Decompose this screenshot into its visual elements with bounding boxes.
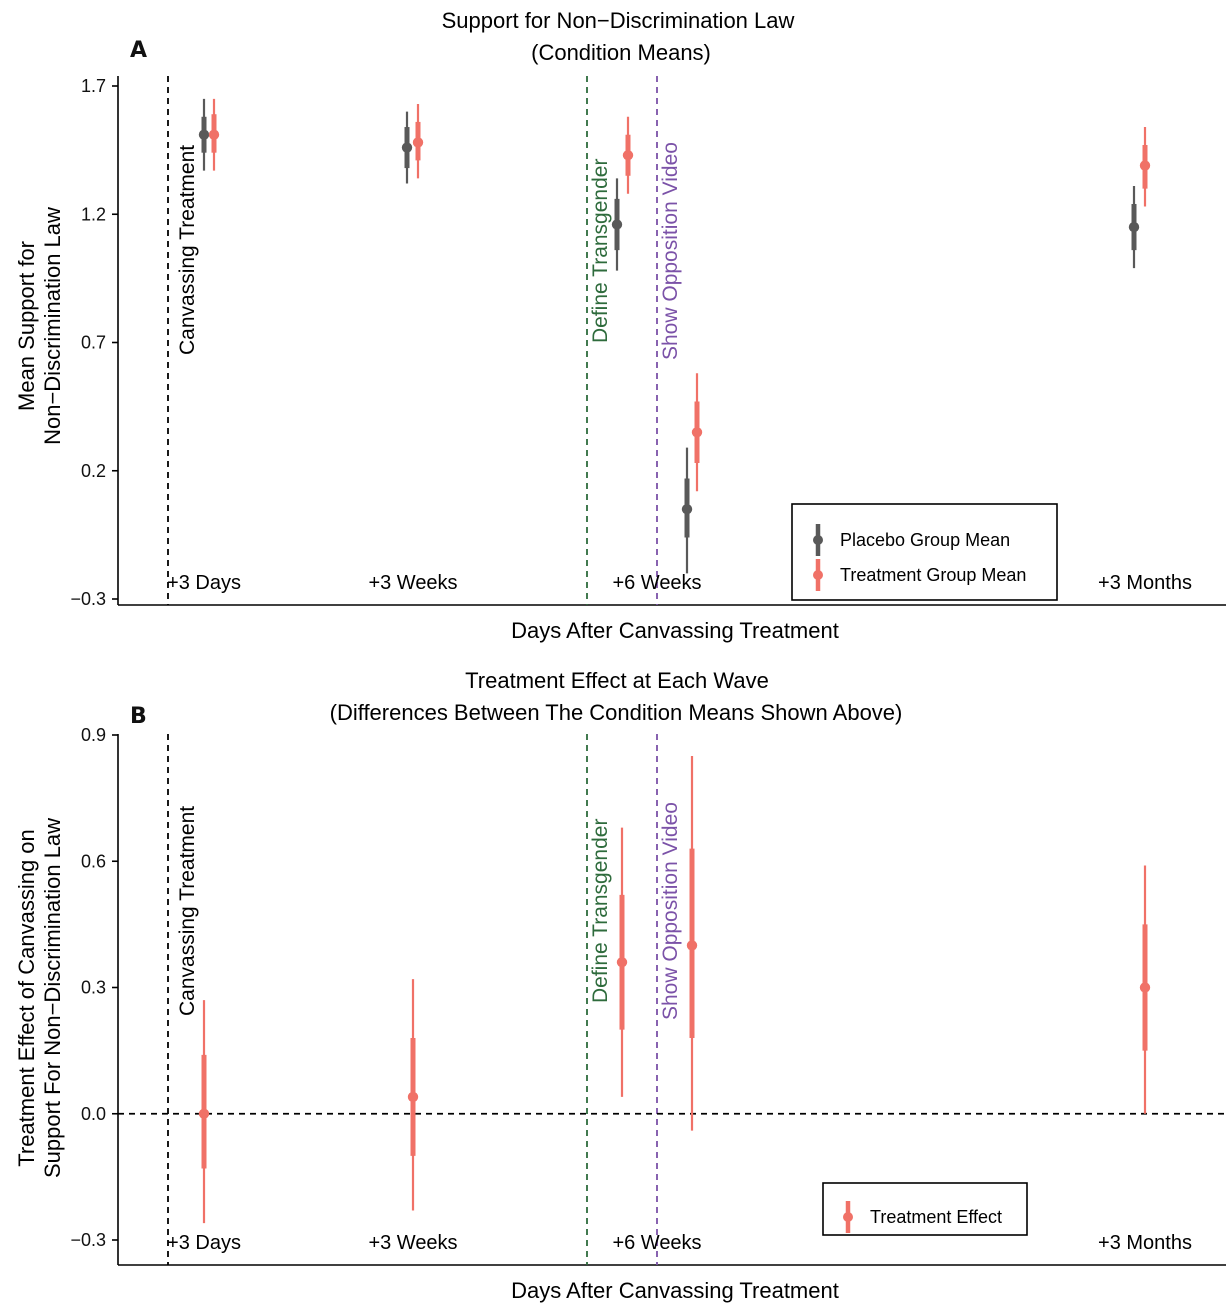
panel-a-ylabel-line-1: Mean Support for [14, 241, 39, 411]
panel-a-wave-label: +6 Weeks [612, 572, 701, 594]
legend-placebo-key-dot [813, 535, 823, 545]
panel-a-legend-box [791, 503, 1058, 601]
panel-a-define-label: Define Transgender [589, 159, 612, 343]
treatment-effect-point [198, 1108, 210, 1119]
panel-a-ytick-label: 0.7 [81, 333, 106, 353]
panel-b-letter: B [130, 704, 147, 729]
treatment-group-mean-point [412, 137, 424, 148]
legend-treatment-key-dot [813, 570, 823, 580]
placebo-group-mean-point [611, 219, 623, 230]
panel-b-wave-label: +3 Months [1098, 1232, 1192, 1254]
panel-b-legend-box [822, 1182, 1028, 1236]
panel-a-ylabel-line-2: Non−Discrimination Law [40, 207, 65, 445]
placebo-group-mean-point [198, 129, 210, 140]
treatment-effect-point [407, 1091, 419, 1103]
panel-b-subtitle: (Differences Between The Condition Means… [330, 700, 903, 725]
panel-b-video-label: Show Opposition Video [659, 802, 682, 1020]
treatment-effect-point [1139, 982, 1151, 993]
panel-b-ytick-label: 0.6 [81, 851, 106, 871]
panel-a: Support for Non−Discrimination Law (Cond… [14, 8, 1226, 643]
legend-placebo-label: Placebo Group Mean [840, 530, 1010, 550]
panel-a-ytick-label: −0.3 [70, 589, 106, 609]
panel-a-title: Support for Non−Discrimination Law [442, 8, 795, 33]
panel-b-wave-label: +3 Weeks [368, 1232, 457, 1254]
legend-effect-label: Treatment Effect [870, 1207, 1002, 1227]
panel-b-wave-label: +3 Days [167, 1232, 241, 1254]
treatment-group-mean-point [208, 129, 220, 140]
panel-a-subtitle: (Condition Means) [531, 40, 711, 65]
treatment-group-mean-point [622, 150, 634, 161]
panel-a-xlabel: Days After Canvassing Treatment [511, 618, 839, 643]
treatment-effect-point [616, 957, 628, 968]
panel-b-wave-label: +6 Weeks [612, 1232, 701, 1254]
panel-a-ytick-label: 1.7 [81, 76, 106, 96]
legend-effect-key-dot [843, 1212, 853, 1222]
panel-a-canvassing-label: Canvassing Treatment [176, 145, 199, 355]
panel-b-xlabel: Days After Canvassing Treatment [511, 1278, 839, 1303]
panel-b-ylabel-line-1: Treatment Effect of Canvassing on [14, 829, 39, 1167]
treatment-group-mean-point [691, 427, 703, 438]
placebo-group-mean-point [681, 504, 693, 515]
panel-a-ytick-label: 1.2 [81, 204, 106, 224]
panel-a-ytick-label: 0.2 [81, 461, 106, 481]
panel-a-wave-label: +3 Months [1098, 572, 1192, 594]
treatment-group-mean-point [1139, 160, 1151, 171]
panel-b-ylabel-line-2: Support For Non−Discrimination Law [40, 818, 65, 1178]
panel-b-ytick-label: 0.0 [81, 1104, 106, 1124]
panel-b-ytick-label: 0.3 [81, 978, 106, 998]
panel-b-ytick-label: 0.9 [81, 725, 106, 745]
panel-b-legend: Treatment Effect [822, 1182, 1028, 1236]
legend-treatment-label: Treatment Group Mean [840, 565, 1026, 585]
panel-a-legend: Placebo Group Mean Treatment Group Mean [791, 503, 1058, 601]
panel-a-wave-label: +3 Days [167, 572, 241, 594]
placebo-group-mean-point [401, 142, 413, 153]
panel-b-title: Treatment Effect at Each Wave [465, 668, 769, 693]
treatment-effect-point [686, 940, 698, 951]
panel-b: Treatment Effect at Each Wave (Differenc… [14, 668, 1226, 1303]
panel-b-ytick-label: −0.3 [70, 1230, 106, 1250]
panel-a-letter: A [130, 38, 147, 63]
panel-b-define-label: Define Transgender [589, 819, 612, 1003]
panel-a-video-label: Show Opposition Video [659, 142, 682, 360]
panel-a-wave-label: +3 Weeks [368, 572, 457, 594]
placebo-group-mean-point [1128, 221, 1140, 233]
panel-b-canvassing-label: Canvassing Treatment [176, 806, 199, 1016]
